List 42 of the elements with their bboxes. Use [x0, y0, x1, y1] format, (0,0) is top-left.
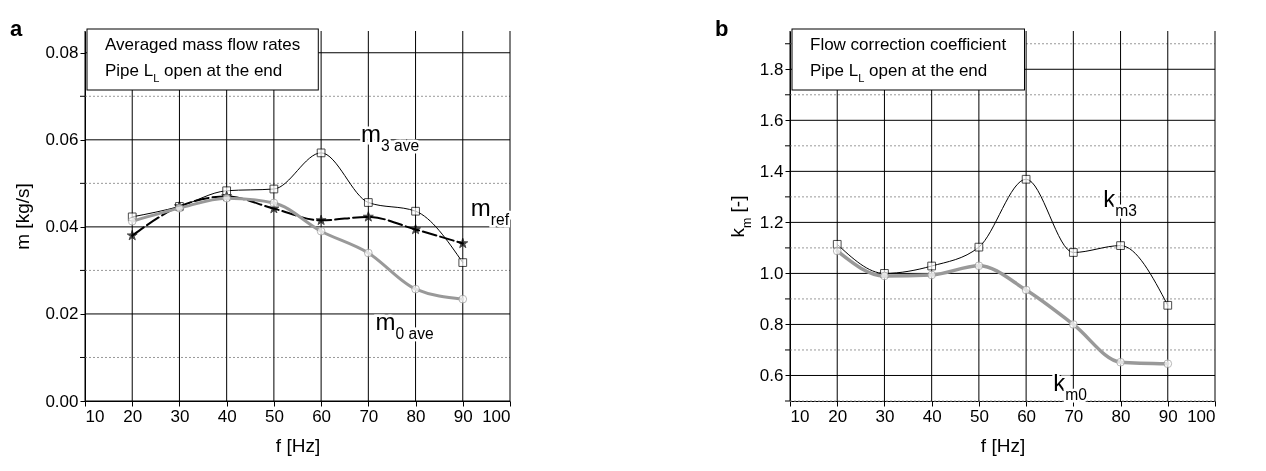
x-tick-label: 10: [85, 406, 105, 426]
x-tick-label: 60: [1017, 406, 1037, 426]
y-tick-label: 0.04: [45, 217, 79, 237]
x-tick-label: 50: [264, 406, 284, 426]
x-tick-label: 10: [790, 406, 810, 426]
x-tick-label: 90: [453, 406, 473, 426]
x-tick-label: 40: [922, 406, 942, 426]
x-tick-label: 100: [1187, 406, 1216, 426]
x-axis-title: f [Hz]: [275, 434, 321, 456]
y-axis-title: m [kg/s]: [12, 183, 34, 250]
chart-title: Averaged mass flow rates: [105, 35, 301, 54]
x-tick-label: 20: [828, 406, 848, 426]
text: Pipe L$_{L}$ open at the end: [810, 61, 988, 84]
x-tick-label: 50: [969, 406, 989, 426]
x-tick-label: 30: [170, 406, 190, 426]
chart-title: Flow correction coefficient: [810, 35, 1007, 54]
text: Pipe L$_{L}$ open at the end: [105, 61, 283, 84]
x-tick-label: 70: [1064, 406, 1084, 426]
x-tick-label: 20: [123, 406, 143, 426]
y-tick-label: 1.0: [759, 263, 784, 283]
y-tick-label: 0.00: [45, 391, 79, 411]
series-label: m$_{ref}$: [470, 194, 510, 228]
x-tick-label: 100: [482, 406, 511, 426]
x-axis-title: f [Hz]: [980, 434, 1026, 456]
y-tick-label: 1.8: [759, 59, 784, 79]
y-tick-label: 1.6: [759, 110, 784, 130]
y-tick-label: 0.6: [759, 365, 784, 385]
y-tick-label: 0.06: [45, 130, 79, 150]
x-tick-label: 80: [1111, 406, 1131, 426]
y-tick-label: 1.2: [759, 212, 784, 232]
y-tick-label: 0.02: [45, 304, 79, 324]
x-tick-label: 80: [406, 406, 426, 426]
x-tick-label: 30: [875, 406, 895, 426]
text: a: [10, 16, 23, 41]
y-tick-label: 1.4: [759, 161, 784, 181]
y-tick-label: 0.8: [759, 314, 784, 334]
x-tick-label: 90: [1158, 406, 1178, 426]
text: b: [715, 16, 729, 41]
x-tick-label: 60: [312, 406, 332, 426]
x-tick-label: 70: [359, 406, 379, 426]
x-tick-label: 40: [217, 406, 237, 426]
y-tick-label: 0.08: [45, 43, 79, 63]
